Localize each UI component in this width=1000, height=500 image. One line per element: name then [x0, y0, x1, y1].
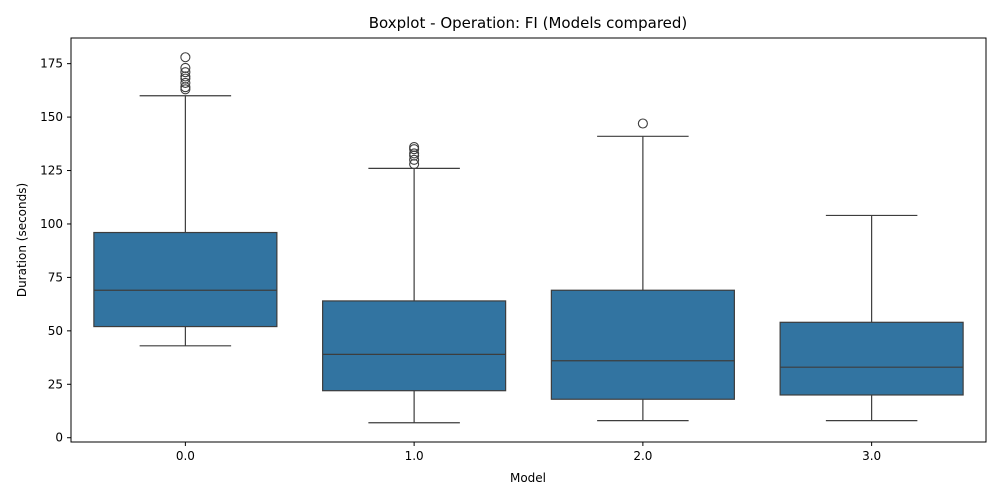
outlier-point — [409, 148, 420, 159]
y-tick-label: 125 — [40, 164, 63, 178]
outlier-point — [180, 67, 191, 78]
outlier-point — [180, 62, 191, 73]
plot-frame — [70, 37, 987, 443]
box-2.0 — [550, 289, 735, 400]
x-tick-label: 3.0 — [862, 449, 881, 463]
outlier-point — [409, 141, 420, 153]
chart-title: Boxplot - Operation: FI (Models compared… — [369, 14, 688, 32]
outlier-point — [180, 77, 191, 88]
y-tick-label: 175 — [40, 57, 63, 71]
box-0.0 — [93, 231, 278, 328]
y-tick-label: 150 — [40, 110, 63, 124]
outlier-point — [409, 154, 420, 165]
y-tick-label: 0 — [55, 431, 63, 445]
y-tick-label: 75 — [48, 270, 63, 284]
outlier-point — [637, 118, 648, 129]
x-tick-label: 1.0 — [405, 449, 424, 463]
plot-area: 0 25 50 75 100 125 150 175 0.0 1.0 2.0 3.0 — [40, 37, 987, 463]
box-1.0 — [322, 300, 507, 392]
y-tick-label: 100 — [40, 217, 63, 231]
x-tick-label: 2.0 — [633, 449, 652, 463]
x-axis-label: Model — [510, 471, 546, 485]
y-tick-label: 25 — [48, 377, 63, 391]
box-3.0 — [779, 321, 964, 396]
x-tick-label: 0.0 — [176, 449, 195, 463]
outlier-point — [180, 52, 191, 63]
y-axis-label: Duration (seconds) — [15, 183, 29, 297]
y-tick-label: 50 — [48, 324, 63, 338]
